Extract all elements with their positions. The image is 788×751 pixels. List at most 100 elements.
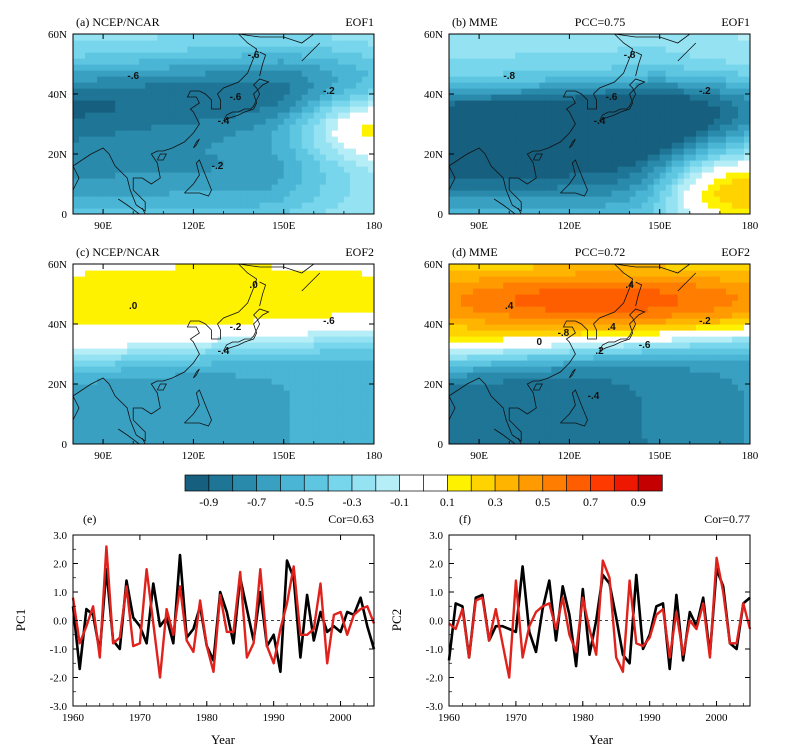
field-cell xyxy=(223,58,231,65)
field-cell xyxy=(521,100,528,107)
field-cell xyxy=(331,288,339,295)
field-cell xyxy=(253,70,261,77)
field-cell xyxy=(361,318,369,325)
field-cell xyxy=(509,160,516,167)
field-cell xyxy=(235,82,243,89)
field-cell xyxy=(103,348,110,355)
field-cell xyxy=(713,58,721,65)
field-cell xyxy=(467,70,474,77)
field-cell xyxy=(575,438,583,444)
field-cell xyxy=(253,76,261,83)
field-cell xyxy=(307,94,315,101)
field-cell xyxy=(479,190,486,197)
field-cell xyxy=(295,208,303,214)
field-cell xyxy=(91,208,98,214)
field-cell xyxy=(599,154,607,161)
field-cell xyxy=(737,64,745,71)
field-cell xyxy=(145,342,152,349)
field-cell xyxy=(713,166,721,173)
field-cell xyxy=(665,148,673,155)
field-cell xyxy=(623,208,631,214)
field-cell xyxy=(349,190,357,197)
field-cell xyxy=(241,88,249,95)
field-cell xyxy=(337,426,345,433)
field-cell xyxy=(253,112,261,119)
field-cell xyxy=(79,52,86,59)
field-cell xyxy=(211,384,219,391)
field-cell xyxy=(725,46,733,53)
field-cell xyxy=(193,154,201,161)
field-cell xyxy=(289,154,297,161)
field-cell xyxy=(521,118,528,125)
field-cell xyxy=(181,130,188,137)
field-cell xyxy=(701,118,709,125)
field-cell xyxy=(569,58,577,65)
field-cell xyxy=(85,372,92,379)
field-cell xyxy=(355,294,363,301)
field-cell xyxy=(181,112,188,119)
field-cell xyxy=(91,106,98,113)
field-cell xyxy=(253,396,261,403)
field-cell xyxy=(265,148,273,155)
field-cell xyxy=(629,420,637,427)
field-cell xyxy=(85,276,92,283)
field-cell xyxy=(109,106,116,113)
field-cell xyxy=(109,64,116,71)
field-cell xyxy=(677,202,685,209)
field-cell xyxy=(331,40,339,47)
field-cell xyxy=(175,46,182,53)
field-cell xyxy=(313,432,321,439)
field-cell xyxy=(139,378,146,385)
field-cell xyxy=(629,202,637,209)
field-cell xyxy=(485,64,492,71)
field-cell xyxy=(641,40,649,47)
field-cell xyxy=(355,324,363,331)
field-cell xyxy=(175,70,182,77)
field-cell xyxy=(169,70,176,77)
field-cell xyxy=(635,432,643,439)
field-cell xyxy=(295,64,303,71)
field-cell xyxy=(229,348,237,355)
field-cell xyxy=(235,94,243,101)
field-cell xyxy=(73,136,80,143)
coastline-segment xyxy=(223,78,270,122)
field-cell xyxy=(199,306,207,313)
field-cell xyxy=(157,64,164,71)
field-cell xyxy=(259,348,267,355)
field-cell xyxy=(127,324,134,331)
field-cell xyxy=(325,178,333,185)
field-cell xyxy=(467,82,474,89)
field-cell xyxy=(97,366,104,373)
field-cell xyxy=(175,270,182,277)
field-cell xyxy=(313,118,321,125)
field-cell xyxy=(259,172,267,179)
field-cell xyxy=(169,46,176,53)
field-cell xyxy=(127,52,134,59)
field-cell xyxy=(133,34,140,41)
field-cell xyxy=(271,184,279,191)
field-cell xyxy=(199,172,207,179)
field-cell xyxy=(361,342,369,349)
field-cell xyxy=(331,360,339,367)
field-cell xyxy=(479,420,486,427)
field-cell xyxy=(497,166,504,173)
field-cell xyxy=(367,118,374,125)
field-cell xyxy=(199,76,207,83)
field-cell xyxy=(217,112,225,119)
field-cell xyxy=(151,52,158,59)
field-cell xyxy=(187,360,194,367)
field-cell xyxy=(133,294,140,301)
field-cell xyxy=(719,118,727,125)
field-cell xyxy=(277,130,285,137)
field-cell xyxy=(611,178,619,185)
field-cell xyxy=(169,106,176,113)
field-cell xyxy=(283,372,291,379)
field-cell xyxy=(737,106,745,113)
field-cell xyxy=(325,94,333,101)
field-cell xyxy=(599,420,607,427)
field-cell xyxy=(187,142,194,149)
field-cell xyxy=(187,100,194,107)
field-cell xyxy=(337,178,345,185)
field-cell xyxy=(259,336,267,343)
field-cell xyxy=(539,196,546,203)
